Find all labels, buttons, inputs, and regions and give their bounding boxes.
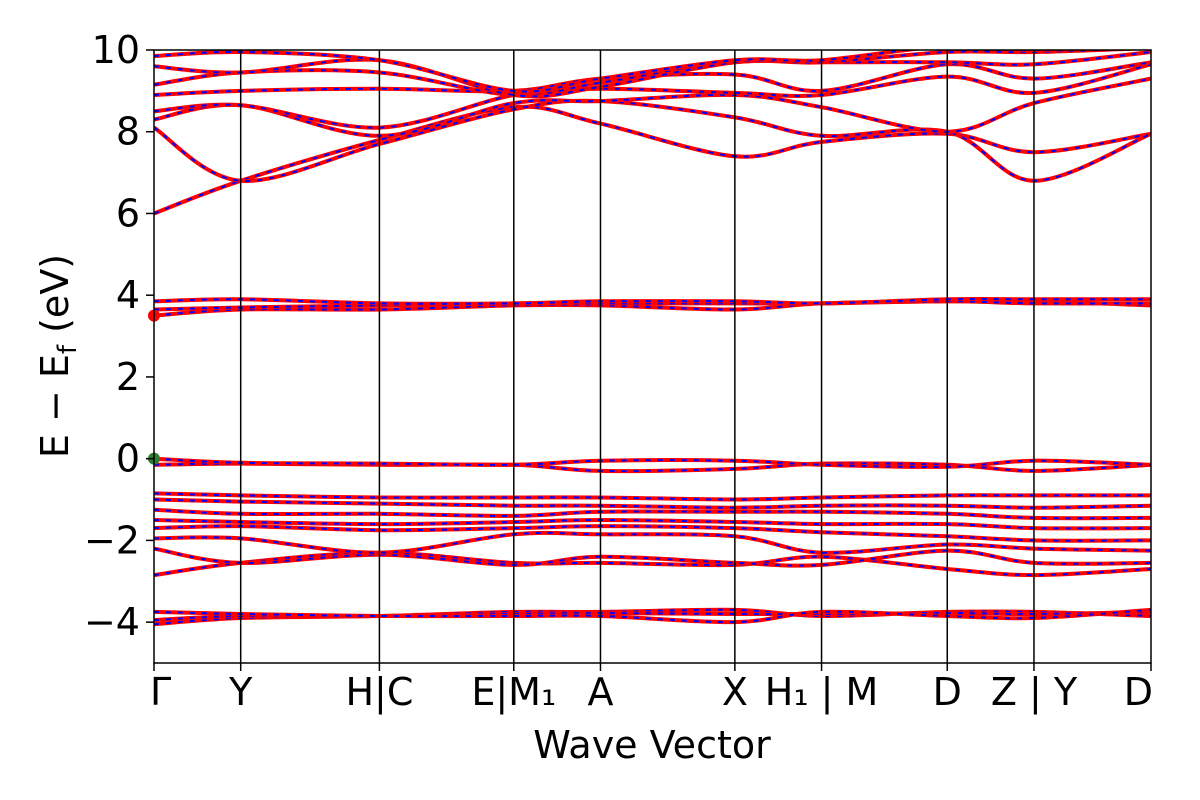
plot-frame (153, 49, 1152, 664)
band-dash-b22 (154, 51, 1151, 97)
x-tick-label: A (587, 670, 613, 714)
y-tick-label: 0 (116, 437, 140, 481)
bands-layer (154, 50, 1151, 627)
y-tick-label: −2 (84, 518, 140, 562)
plot-background (154, 50, 1151, 663)
y-tick-label: 4 (116, 273, 140, 317)
x-tick-label: Y (228, 670, 253, 714)
band-dash-b15 (154, 300, 1151, 311)
y-axis-label: E − Ef (eV) (33, 254, 83, 458)
band-dash-b6 (154, 531, 1151, 554)
x-tick-label: E|M₁ (471, 670, 556, 715)
band-dash-b16 (154, 297, 1151, 305)
band-dash-b5 (154, 547, 1151, 567)
y-tick-label: 8 (116, 110, 140, 154)
y-tick-label: 2 (116, 355, 140, 399)
x-tick-label: Z | Y (991, 670, 1078, 715)
band-dash-b11 (154, 492, 1151, 501)
band-dash-b18 (154, 99, 1151, 182)
band-dash-b3 (154, 608, 1151, 624)
band-dash-b23 (154, 50, 1124, 98)
x-tick-label: H|C (345, 670, 413, 715)
band-dash-b24 (154, 50, 1078, 93)
x-tick-label: D (933, 670, 962, 714)
band-dash-b10 (154, 498, 1151, 509)
kpoint-lines-layer (239, 50, 1035, 663)
x-axis-ticks: Γ Y H|C E|M₁ A X H₁ | M D Z | Y D (150, 663, 1153, 715)
band-dash-b20 (154, 63, 1151, 129)
band-dash-b14 (154, 299, 1151, 317)
y-tick-label: −4 (84, 600, 140, 644)
band-dash-b17 (154, 105, 1151, 215)
x-tick-label: H₁ | M (765, 670, 879, 715)
band-dash-b8 (154, 518, 1151, 530)
x-tick-label: Γ (150, 670, 171, 714)
y-tick-label: 6 (116, 191, 140, 235)
band-dash-b19 (154, 77, 1151, 137)
y-tick-label: 10 (92, 28, 140, 72)
band-dash-b4 (154, 551, 1151, 577)
x-tick-label: X (722, 670, 748, 714)
x-tick-label: D (1124, 670, 1153, 714)
y-axis-ticks: −4 −2 0 2 4 6 8 10 (84, 28, 154, 644)
x-axis-label: Wave Vector (533, 723, 771, 767)
band-dash-b9 (154, 508, 1151, 520)
band-dash-b13 (154, 457, 1151, 468)
band-dash-b7 (154, 525, 1151, 542)
